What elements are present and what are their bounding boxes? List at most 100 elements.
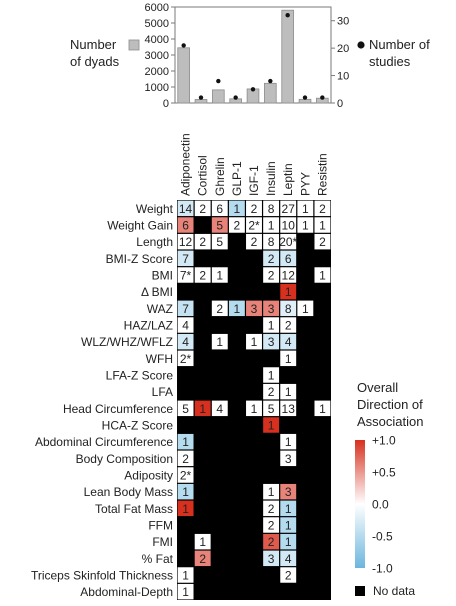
heatmap-cell-count: 1 xyxy=(251,402,258,416)
colorbar-tick-label: +1.0 xyxy=(372,434,396,448)
row-label: Adiposity xyxy=(124,469,173,483)
heatmap-cell xyxy=(263,250,280,267)
heatmap-cell xyxy=(177,250,194,267)
row-label: FMI xyxy=(152,535,173,549)
heatmap-column-labels: Adiponectin Cortisol Ghrelin GLP-1 IGF-1 Insu… xyxy=(179,133,330,196)
heatmap-cell-count: 1 xyxy=(302,219,309,233)
heatmap-cell-count: 8 xyxy=(285,302,292,316)
row-label: % Fat xyxy=(142,552,174,566)
heatmap-cell-count: 2 xyxy=(268,269,275,283)
column-label-leptin: Leptin xyxy=(281,163,295,196)
heatmap-cell-count: 2 xyxy=(199,552,206,566)
heatmap-cell xyxy=(194,233,211,250)
heatmap-cell-count: 3 xyxy=(285,452,292,466)
heatmap-cell-count: 2 xyxy=(182,452,189,466)
row-label: Triceps Skinfold Thickness xyxy=(31,569,173,583)
row-label: HCA-Z Score xyxy=(102,419,174,433)
studies-dot-insulin xyxy=(268,78,273,84)
heatmap-cell-count: 2 xyxy=(234,219,241,233)
heatmap-cell xyxy=(314,200,331,217)
heatmap-cell-count: 14 xyxy=(179,202,193,216)
heatmap-cell-count: 1 xyxy=(268,219,275,233)
colorbar-title: Overall xyxy=(357,380,398,395)
heatmap-cell-count: 1 xyxy=(268,419,275,433)
left-axis-tick-label: 1000 xyxy=(145,82,169,94)
heatmap-cell xyxy=(246,333,262,350)
heatmap-cell-count: 3 xyxy=(268,552,275,566)
heatmap-cell-count: 1 xyxy=(234,202,241,216)
heatmap-cell xyxy=(177,200,194,217)
heatmap-cell-count: 1 xyxy=(251,335,258,349)
heatmap-cell xyxy=(263,533,280,550)
left-axis-tick-label: 0 xyxy=(163,98,169,110)
column-label-adiponectin: Adiponectin xyxy=(179,133,193,196)
heatmap-cell-count: 6 xyxy=(285,252,292,266)
no-data-label: No data xyxy=(373,584,415,598)
heatmap-cell-count: 10 xyxy=(282,219,296,233)
bar-pyy xyxy=(298,98,312,104)
heatmap-cell-count: 1 xyxy=(268,369,275,383)
heatmap-cell xyxy=(211,333,228,350)
heatmap-cell-count: 1 xyxy=(182,569,189,583)
row-label: Body Composition xyxy=(76,452,173,466)
heatmap: 14 2 6 1 2 8 27 1 26 5 2 2* 1 10 1 112 2 5 2 8 20* 27 2 67* 2 1 2 1… xyxy=(177,200,331,600)
heatmap-cell-count: 20* xyxy=(279,235,297,249)
heatmap-cell xyxy=(263,217,280,233)
heatmap-cell-count: 6 xyxy=(216,202,223,216)
heatmap-cell-count: 1 xyxy=(182,485,189,499)
heatmap-cell-count: 5 xyxy=(268,402,275,416)
heatmap-cell xyxy=(246,217,262,233)
heatmap-cell xyxy=(263,383,280,400)
legend-studies-label-line2: studies xyxy=(369,54,411,69)
heatmap-cell-count: 2 xyxy=(268,252,275,266)
heatmap-cell-count: 1 xyxy=(319,269,326,283)
heatmap-cell xyxy=(263,550,280,567)
heatmap-cell xyxy=(263,317,280,333)
heatmap-cell xyxy=(177,317,194,333)
row-label: Δ BMI xyxy=(141,285,173,299)
row-label: BMI-Z Score xyxy=(106,252,174,266)
row-label: HAZ/LAZ xyxy=(124,319,173,333)
heatmap-cell-count: 2* xyxy=(180,469,192,483)
heatmap-cell-count: 1 xyxy=(199,535,206,549)
heatmap-cell-count: 1 xyxy=(268,485,275,499)
legend-dyads-label-line2: of dyads xyxy=(70,54,120,69)
row-label: WAZ xyxy=(147,302,173,316)
heatmap-cell-count: 3 xyxy=(268,302,275,316)
heatmap-cell-count: 2 xyxy=(251,235,258,249)
heatmap-cell xyxy=(280,250,297,267)
heatmap-cell-count: 1 xyxy=(319,219,326,233)
bar-ghrelin xyxy=(212,89,225,104)
colorbar-gradient xyxy=(355,440,365,568)
heatmap-cell xyxy=(211,300,228,317)
heatmap-cell-count: 1 xyxy=(268,319,275,333)
column-label-glp-1: GLP-1 xyxy=(230,161,244,196)
heatmap-cell-count: 7 xyxy=(182,252,189,266)
row-label: Head Circumference xyxy=(63,402,173,416)
heatmap-cell xyxy=(194,533,211,550)
heatmap-cell-count: 12 xyxy=(282,269,296,283)
heatmap-cell xyxy=(177,500,194,517)
heatmap-cell xyxy=(177,567,194,583)
studies-dot-igf-1 xyxy=(250,87,256,92)
heatmap-background xyxy=(177,200,331,600)
heatmap-cell xyxy=(280,300,297,317)
heatmap-cell-count: 2* xyxy=(180,352,192,366)
heatmap-cell xyxy=(263,300,280,317)
heatmap-cell-count: 1 xyxy=(319,402,326,416)
left-axis-tick-label: 2000 xyxy=(145,66,169,78)
heatmap-cell xyxy=(263,267,280,283)
heatmap-cell xyxy=(280,233,297,250)
heatmap-cell xyxy=(194,267,211,283)
heatmap-cell xyxy=(280,533,297,550)
right-axis-tick-label: 0 xyxy=(337,98,343,110)
row-label: FFM xyxy=(148,519,173,533)
heatmap-cell-count: 27 xyxy=(282,202,296,216)
heatmap-cell xyxy=(280,433,297,450)
heatmap-cell xyxy=(177,300,194,317)
legend-dyads-label-line1: Number xyxy=(70,37,117,52)
heatmap-cell-count: 4 xyxy=(182,335,189,349)
heatmap-cell-count: 7* xyxy=(180,269,192,283)
heatmap-cell-count: 4 xyxy=(182,319,189,333)
heatmap-cell-count: 13 xyxy=(282,402,296,416)
